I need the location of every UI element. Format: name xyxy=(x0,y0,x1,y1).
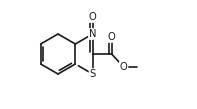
Text: N: N xyxy=(89,29,96,39)
Text: O: O xyxy=(120,62,127,72)
Text: O: O xyxy=(108,32,115,42)
Text: O: O xyxy=(89,12,97,22)
Text: S: S xyxy=(89,69,96,79)
